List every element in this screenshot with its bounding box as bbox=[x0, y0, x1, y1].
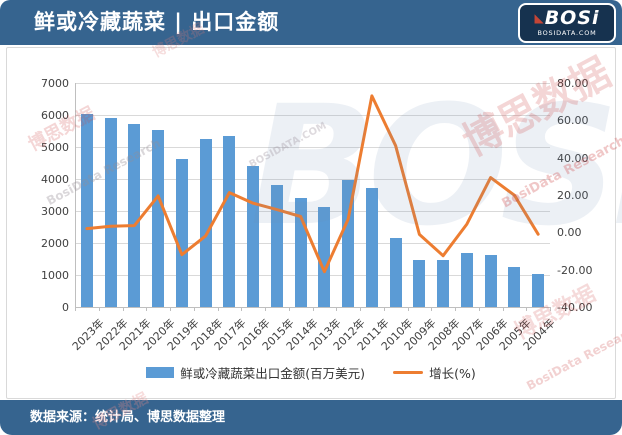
legend-bar-label: 鲜或冷藏蔬菜出口金额(百万美元) bbox=[180, 366, 366, 381]
legend-line-label: 增长(%) bbox=[429, 366, 476, 381]
data-source-text: 数据来源：统计局、博思数据整理 bbox=[30, 410, 226, 425]
right-axis-tick-label: 80.00 bbox=[557, 77, 589, 90]
right-axis-tick-label: 0.00 bbox=[557, 226, 582, 240]
left-axis-tick-label: 3000 bbox=[41, 205, 69, 218]
left-axis-tick-label: 4000 bbox=[41, 173, 69, 186]
bosi-logo: ◣BOSi BOSIDATA.COM bbox=[518, 3, 616, 43]
x-axis-tick bbox=[98, 307, 100, 311]
gridline-3000 bbox=[75, 211, 550, 212]
left-axis-tick-label: 5000 bbox=[41, 141, 69, 154]
x-axis-tick bbox=[75, 307, 76, 311]
page-title: 鲜或冷藏蔬菜 | 出口金额 bbox=[34, 10, 280, 34]
left-axis-line bbox=[75, 83, 76, 307]
x-axis-tick bbox=[336, 307, 338, 311]
bar-2022年 bbox=[104, 117, 117, 307]
legend-item-growth: 增长(%) bbox=[393, 363, 476, 382]
bar-2006年 bbox=[484, 255, 497, 307]
bosi-logo-text: ◣BOSi bbox=[534, 7, 600, 29]
legend-item-export-value: 鲜或冷藏蔬菜出口金额(百万美元) bbox=[146, 363, 365, 382]
x-axis-tick bbox=[170, 307, 171, 311]
x-axis-tick bbox=[193, 307, 195, 311]
x-axis-tick bbox=[217, 307, 219, 311]
bar-2018年 bbox=[199, 139, 212, 307]
bar-2012年 bbox=[342, 179, 355, 307]
bosi-logo-url: BOSIDATA.COM bbox=[537, 29, 597, 37]
gridline-7000 bbox=[75, 83, 550, 84]
x-axis-tick bbox=[312, 307, 314, 311]
bar-2005年 bbox=[508, 266, 521, 307]
gridline-6000 bbox=[75, 115, 550, 116]
x-axis-tick bbox=[146, 307, 148, 311]
bar-2019年 bbox=[175, 159, 188, 307]
x-axis-tick bbox=[265, 307, 266, 311]
x-axis-tick bbox=[122, 307, 124, 311]
right-axis-tick-label: 40.00 bbox=[557, 151, 589, 165]
right-axis-tick-label: 20.00 bbox=[557, 189, 589, 202]
legend-line-swatch bbox=[393, 371, 424, 374]
left-axis-tick-label: 7000 bbox=[41, 77, 69, 90]
bar-2004年 bbox=[532, 273, 545, 307]
right-axis-tick-label: -20.00 bbox=[557, 263, 593, 277]
x-axis-tick bbox=[383, 307, 385, 311]
left-axis-tick-label: 2000 bbox=[41, 237, 69, 250]
left-axis-tick-label: 0 bbox=[62, 301, 69, 314]
bar-2013年 bbox=[318, 206, 331, 307]
x-axis-tick bbox=[478, 307, 480, 311]
footer-banner: 数据来源：统计局、博思数据整理 bbox=[0, 400, 622, 435]
x-axis-tick bbox=[241, 307, 243, 311]
gridline-1000 bbox=[75, 275, 550, 276]
x-axis-tick bbox=[502, 307, 504, 311]
bar-2011年 bbox=[365, 188, 378, 307]
x-axis-tick bbox=[360, 307, 361, 311]
x-axis-tick bbox=[550, 307, 551, 311]
bar-2015年 bbox=[270, 184, 283, 307]
right-axis-tick-label: 60.00 bbox=[557, 114, 589, 128]
bar-2020年 bbox=[152, 130, 165, 307]
x-axis-tick bbox=[526, 307, 528, 311]
header-banner: 鲜或冷藏蔬菜 | 出口金额 ◣BOSi BOSIDATA.COM bbox=[0, 0, 622, 45]
chart-area: 0 1000 2000 3000 4000 5000 6000 7000 -40.00 -20.0… bbox=[0, 45, 622, 400]
bar-2021年 bbox=[128, 123, 141, 307]
bar-2010年 bbox=[389, 238, 402, 307]
bar-2023年 bbox=[80, 114, 93, 307]
chart-legend: 鲜或冷藏蔬菜出口金额(百万美元) 增长(%) bbox=[0, 363, 622, 382]
growth-line bbox=[85, 94, 540, 274]
left-axis-tick-label: 6000 bbox=[41, 109, 69, 122]
right-axis-tick-label: -40.00 bbox=[557, 301, 593, 314]
bar-2007年 bbox=[460, 252, 473, 307]
x-axis-tick bbox=[407, 307, 409, 311]
x-axis-tick bbox=[455, 307, 456, 311]
bar-2017年 bbox=[223, 135, 236, 307]
x-axis-tick bbox=[431, 307, 433, 311]
bar-2009年 bbox=[413, 260, 426, 307]
logo-triangle-icon: ◣ bbox=[534, 11, 545, 25]
gridline-5000 bbox=[75, 147, 550, 148]
left-axis-tick-label: 1000 bbox=[41, 269, 69, 282]
gridline-4000 bbox=[75, 179, 550, 180]
x-axis-tick bbox=[288, 307, 290, 311]
legend-bar-swatch bbox=[146, 367, 175, 378]
bar-2008年 bbox=[437, 259, 450, 307]
